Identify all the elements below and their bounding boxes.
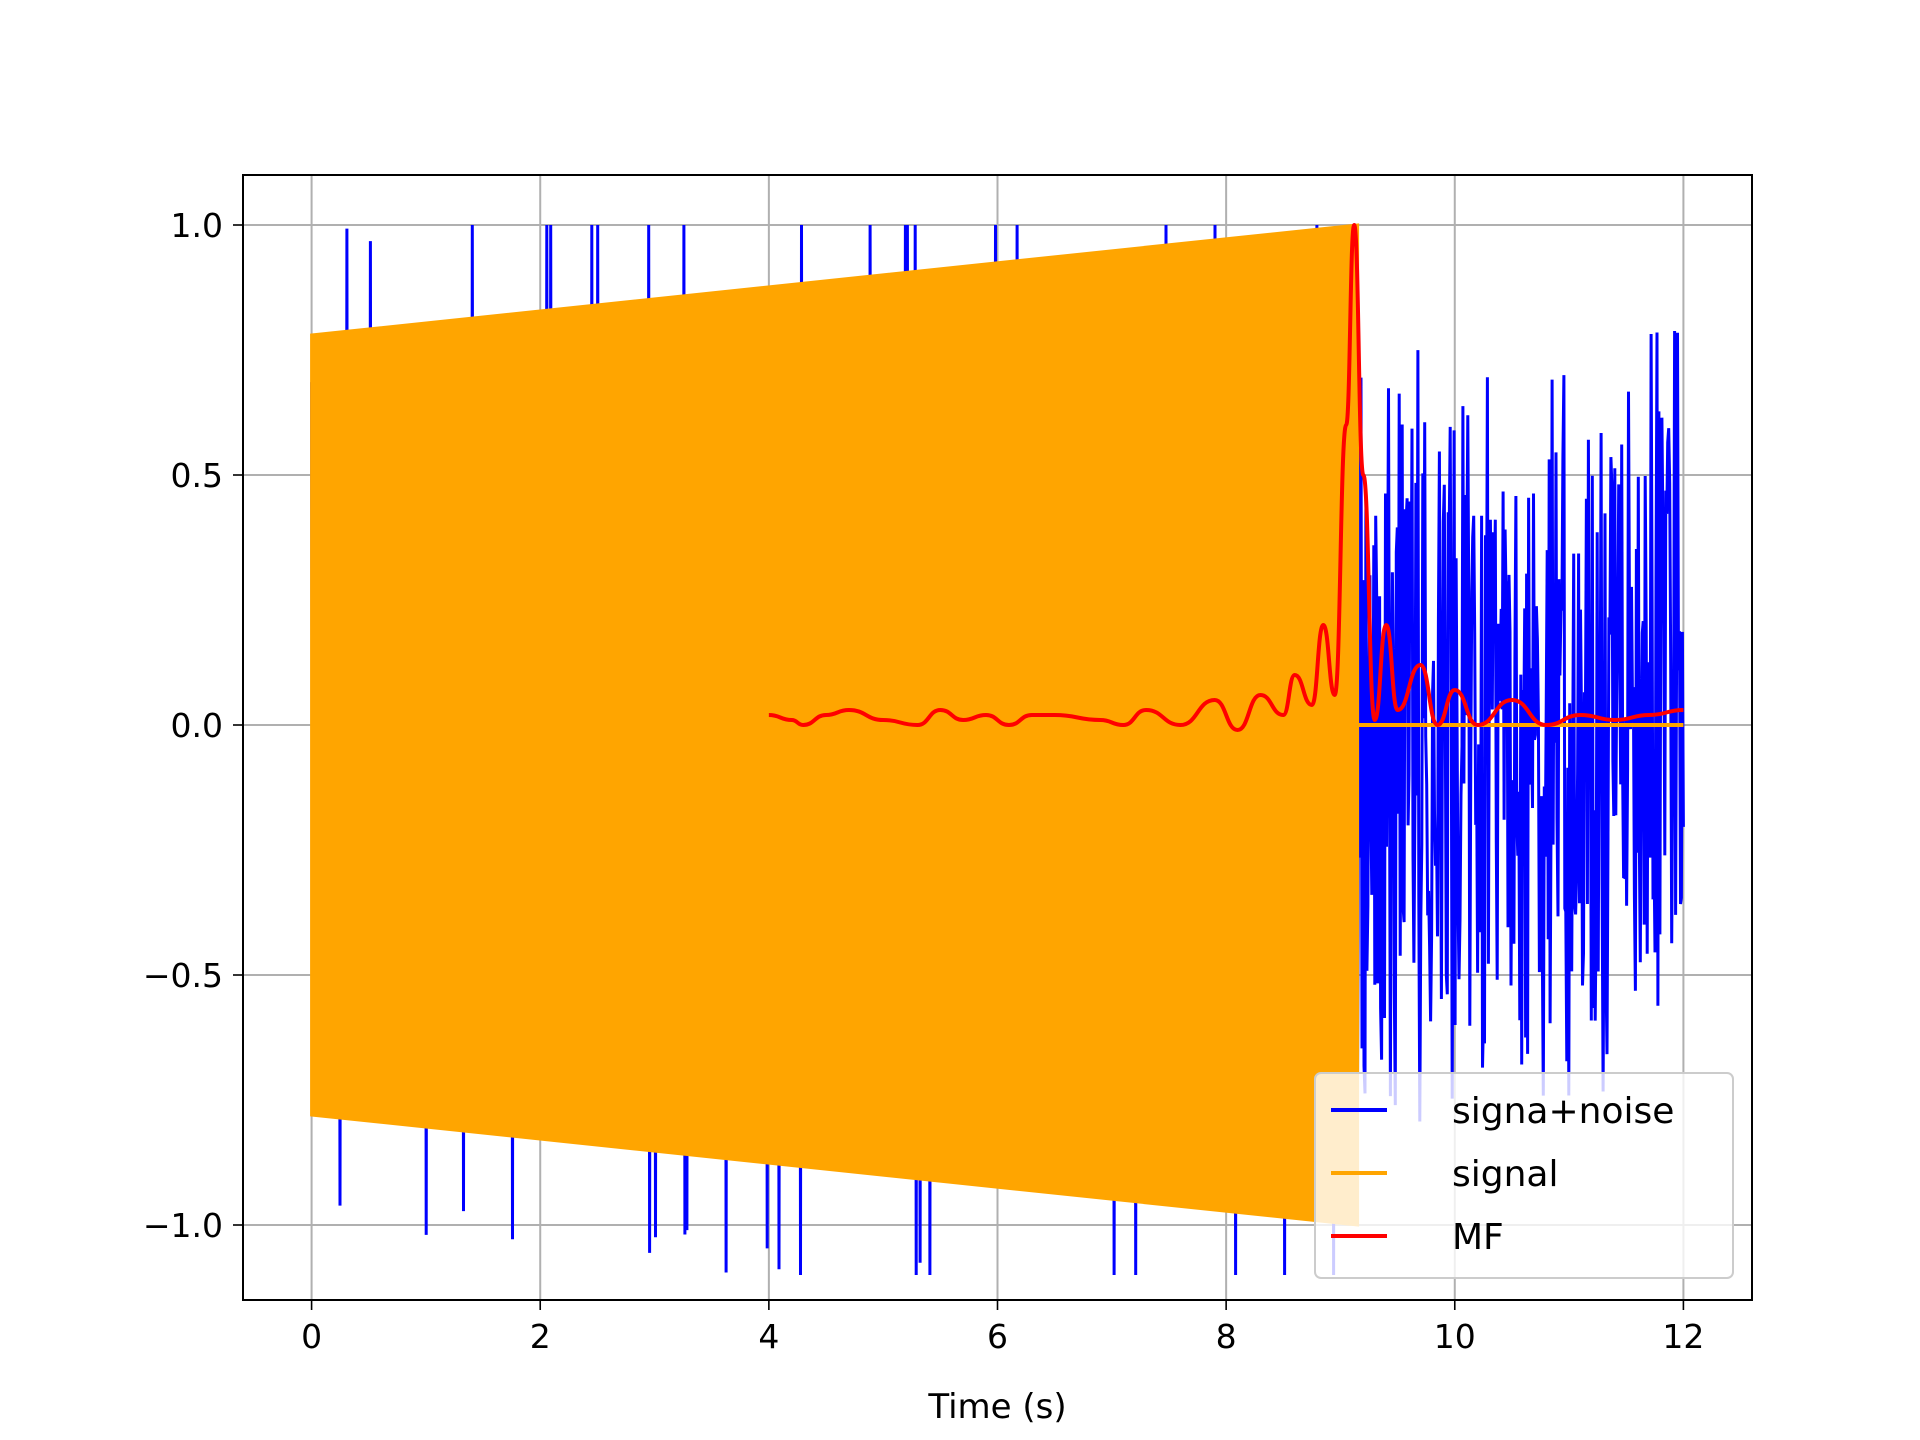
x-tick-label: 8: [1216, 1317, 1237, 1356]
y-tick-label: 1.0: [171, 206, 223, 245]
legend-box: [1314, 1072, 1734, 1279]
x-tick-label: 2: [530, 1317, 551, 1356]
y-tick-label: 0.0: [171, 706, 223, 745]
x-tick-label: 6: [987, 1317, 1008, 1356]
y-tick-label: −0.5: [143, 956, 223, 995]
signal-envelope: [310, 223, 1360, 1227]
x-tick-label: 12: [1662, 1317, 1704, 1356]
mf-series: [768, 222, 1684, 733]
x-axis-label: Time (s): [927, 1387, 1066, 1427]
y-tick-label: −1.0: [143, 1206, 223, 1245]
x-tick-label: 4: [758, 1317, 779, 1356]
legend-label-signal: signal: [1452, 1154, 1559, 1195]
x-tick-label: 10: [1434, 1317, 1476, 1356]
legend-label-mf: MF: [1452, 1217, 1504, 1258]
x-tick-label: 0: [301, 1317, 322, 1356]
y-tick-label: 0.5: [171, 456, 223, 495]
ticks: 0 2 4 6 8 10 12 1.0 0.5 0.0 −0.5 −1.0: [143, 206, 1705, 1356]
legend-label-signal-noise: signa+noise: [1452, 1091, 1674, 1132]
mf-line: [768, 222, 1684, 733]
legend: signa+noise signal MF: [1314, 1072, 1734, 1279]
